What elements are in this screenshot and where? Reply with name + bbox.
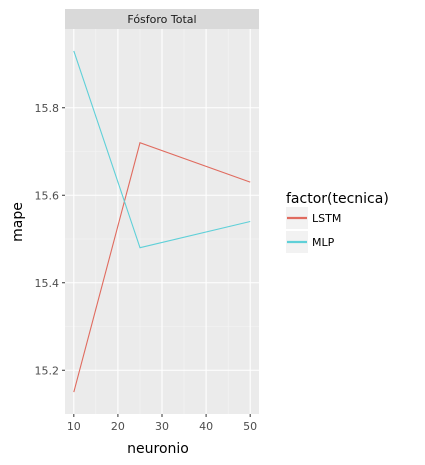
x-tick-label: 10 — [67, 420, 81, 433]
series-line-lstm — [73, 141, 251, 393]
x-tick-label: 30 — [155, 420, 169, 433]
legend-label-mlp: MLP — [312, 236, 335, 249]
y-tick-label: 15.8 — [35, 102, 60, 115]
facet-strip — [65, 9, 259, 29]
legend: factor(tecnica) LSTM MLP — [286, 191, 389, 253]
x-tick-label: 40 — [199, 420, 213, 433]
y-tick-label: 15.2 — [35, 364, 60, 377]
x-tick-label: 20 — [111, 420, 125, 433]
y-axis-title: mape — [10, 202, 26, 242]
x-axis-title: neuronio — [127, 441, 189, 457]
x-tick-label: 50 — [243, 420, 257, 433]
x-axis: 10 20 30 40 50 — [67, 414, 257, 433]
series-lines — [73, 50, 251, 393]
y-axis: 15.2 15.4 15.6 15.8 — [35, 102, 65, 377]
legend-keys: LSTM MLP — [286, 207, 341, 253]
series-line-mlp — [73, 50, 251, 249]
y-tick-label: 15.6 — [35, 189, 60, 202]
facet-title: Fósforo Total — [127, 13, 196, 26]
legend-label-lstm: LSTM — [312, 212, 341, 225]
y-tick-label: 15.4 — [35, 277, 60, 290]
legend-title: factor(tecnica) — [286, 191, 389, 207]
